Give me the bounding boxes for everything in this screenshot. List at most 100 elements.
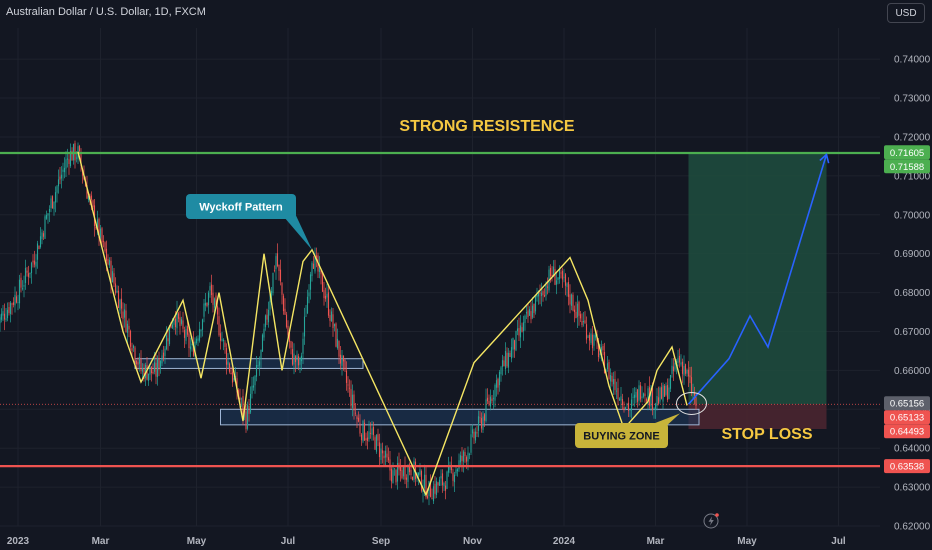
candle: [483, 414, 486, 421]
projection-line[interactable]: [687, 154, 828, 405]
candle: [134, 347, 136, 360]
candle: [183, 330, 186, 338]
candle: [651, 388, 654, 411]
candle: [252, 385, 255, 388]
candle: [270, 291, 273, 303]
candle: [96, 219, 99, 228]
candle: [192, 342, 195, 356]
candle: [42, 233, 45, 237]
candle: [162, 352, 165, 359]
candle: [305, 315, 307, 317]
candle: [110, 260, 112, 283]
candle: [327, 292, 330, 316]
candle: [264, 315, 267, 328]
candle: [221, 339, 223, 341]
candle: [336, 338, 339, 349]
candle: [296, 354, 298, 361]
chart-title: Australian Dollar / U.S. Dollar, 1D, FXC…: [6, 6, 206, 18]
candle: [329, 315, 331, 321]
candle: [678, 355, 681, 363]
candle: [254, 376, 256, 386]
candle: [210, 284, 213, 296]
candle: [245, 411, 247, 430]
candle: [92, 200, 94, 207]
x-tick-label: Mar: [92, 536, 110, 547]
pattern-zigzag[interactable]: [77, 151, 688, 497]
candle: [197, 338, 199, 341]
candle: [144, 364, 147, 379]
candle: [26, 270, 28, 273]
buying-zone-box[interactable]: [575, 423, 668, 448]
candle: [98, 218, 100, 239]
candle: [27, 273, 30, 277]
candle: [578, 302, 580, 316]
candle: [149, 366, 151, 375]
candle: [164, 348, 166, 357]
stop-loss-label: STOP LOSS: [722, 426, 813, 443]
candle: [545, 284, 547, 296]
candle: [444, 485, 447, 491]
y-tick-label: 0.63000: [894, 483, 931, 494]
candle: [410, 470, 412, 476]
candle: [366, 437, 369, 441]
candle: [537, 291, 540, 297]
candle: [125, 310, 127, 333]
candle: [579, 314, 582, 319]
candle: [474, 431, 477, 441]
candle: [573, 309, 576, 313]
candle: [126, 323, 129, 333]
candle: [647, 388, 649, 404]
candle: [453, 474, 456, 483]
lower-demand-zone: [220, 408, 700, 426]
candle: [542, 290, 544, 296]
candle: [530, 311, 532, 320]
candle: [645, 398, 648, 402]
candle: [624, 407, 627, 410]
candle: [260, 349, 262, 359]
candle: [555, 280, 558, 285]
candle: [620, 396, 622, 401]
candle: [315, 255, 318, 258]
candle: [572, 294, 574, 311]
candle: [75, 157, 78, 159]
candle: [321, 272, 324, 292]
candle: [390, 468, 393, 482]
price-badge-text: 0.65156: [890, 399, 924, 410]
candle: [308, 292, 310, 297]
x-tick-label: 2023: [7, 536, 30, 547]
candle: [533, 303, 535, 313]
wyckoff-callout-box[interactable]: [186, 194, 296, 219]
candle: [63, 167, 66, 173]
candle: [14, 294, 16, 306]
price-badge: [884, 459, 930, 474]
buying-zone-text: BUYING ZONE: [583, 431, 659, 443]
candle: [281, 283, 283, 295]
candle: [285, 314, 288, 327]
candle: [356, 416, 358, 419]
candle: [576, 303, 579, 318]
candle: [18, 279, 21, 304]
candle: [131, 348, 133, 351]
candle: [608, 361, 610, 380]
candle: [78, 145, 81, 152]
candle: [288, 332, 291, 342]
candle: [122, 311, 124, 320]
candle: [273, 270, 276, 271]
candle: [113, 273, 115, 284]
candle: [332, 314, 334, 329]
candle: [114, 283, 117, 294]
flash-icon[interactable]: [703, 513, 719, 529]
candle: [351, 394, 354, 408]
candle: [59, 176, 61, 180]
flash-glyph: [708, 516, 714, 526]
candle: [341, 355, 343, 366]
chart-grid: [0, 28, 880, 527]
currency-button[interactable]: USD: [887, 3, 925, 23]
candle: [632, 396, 634, 398]
candle: [119, 299, 121, 311]
candle: [384, 450, 387, 458]
candle: [503, 360, 505, 367]
candle: [33, 260, 36, 265]
price-badge-text: 0.65133: [890, 413, 924, 424]
